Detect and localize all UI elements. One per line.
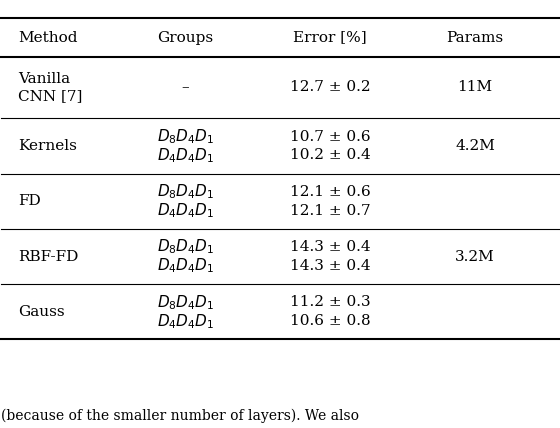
Text: 11M: 11M (458, 80, 493, 95)
Text: $D_8D_4D_1$: $D_8D_4D_1$ (157, 238, 214, 256)
Text: $D_8D_4D_1$: $D_8D_4D_1$ (157, 127, 214, 146)
Text: Error [%]: Error [%] (293, 30, 367, 45)
Text: $D_8D_4D_1$: $D_8D_4D_1$ (157, 182, 214, 201)
Text: 10.7 ± 0.6: 10.7 ± 0.6 (290, 130, 371, 143)
Text: $D_4D_4D_1$: $D_4D_4D_1$ (157, 256, 214, 275)
Text: Kernels: Kernels (18, 139, 77, 153)
Text: 11.2 ± 0.3: 11.2 ± 0.3 (290, 295, 371, 309)
Text: Groups: Groups (157, 30, 213, 45)
Text: 10.2 ± 0.4: 10.2 ± 0.4 (290, 149, 371, 162)
Text: –: – (181, 80, 189, 95)
Text: 12.1 ± 0.7: 12.1 ± 0.7 (290, 204, 371, 218)
Text: $D_4D_4D_1$: $D_4D_4D_1$ (157, 312, 214, 330)
Text: 4.2M: 4.2M (455, 139, 495, 153)
Text: 12.1 ± 0.6: 12.1 ± 0.6 (290, 185, 371, 199)
Text: (because of the smaller number of layers). We also: (because of the smaller number of layers… (1, 409, 360, 423)
Text: 3.2M: 3.2M (455, 250, 495, 264)
Text: Params: Params (446, 30, 503, 45)
Text: 12.7 ± 0.2: 12.7 ± 0.2 (290, 80, 371, 95)
Text: $D_4D_4D_1$: $D_4D_4D_1$ (157, 201, 214, 220)
Text: FD: FD (18, 194, 41, 208)
Text: Vanilla
CNN [7]: Vanilla CNN [7] (18, 72, 82, 103)
Text: 10.6 ± 0.8: 10.6 ± 0.8 (290, 314, 371, 328)
Text: RBF-FD: RBF-FD (18, 250, 78, 264)
Text: Method: Method (18, 30, 78, 45)
Text: Gauss: Gauss (18, 305, 65, 319)
Text: $D_4D_4D_1$: $D_4D_4D_1$ (157, 146, 214, 165)
Text: 14.3 ± 0.4: 14.3 ± 0.4 (290, 259, 371, 273)
Text: 14.3 ± 0.4: 14.3 ± 0.4 (290, 240, 371, 254)
Text: $D_8D_4D_1$: $D_8D_4D_1$ (157, 293, 214, 312)
